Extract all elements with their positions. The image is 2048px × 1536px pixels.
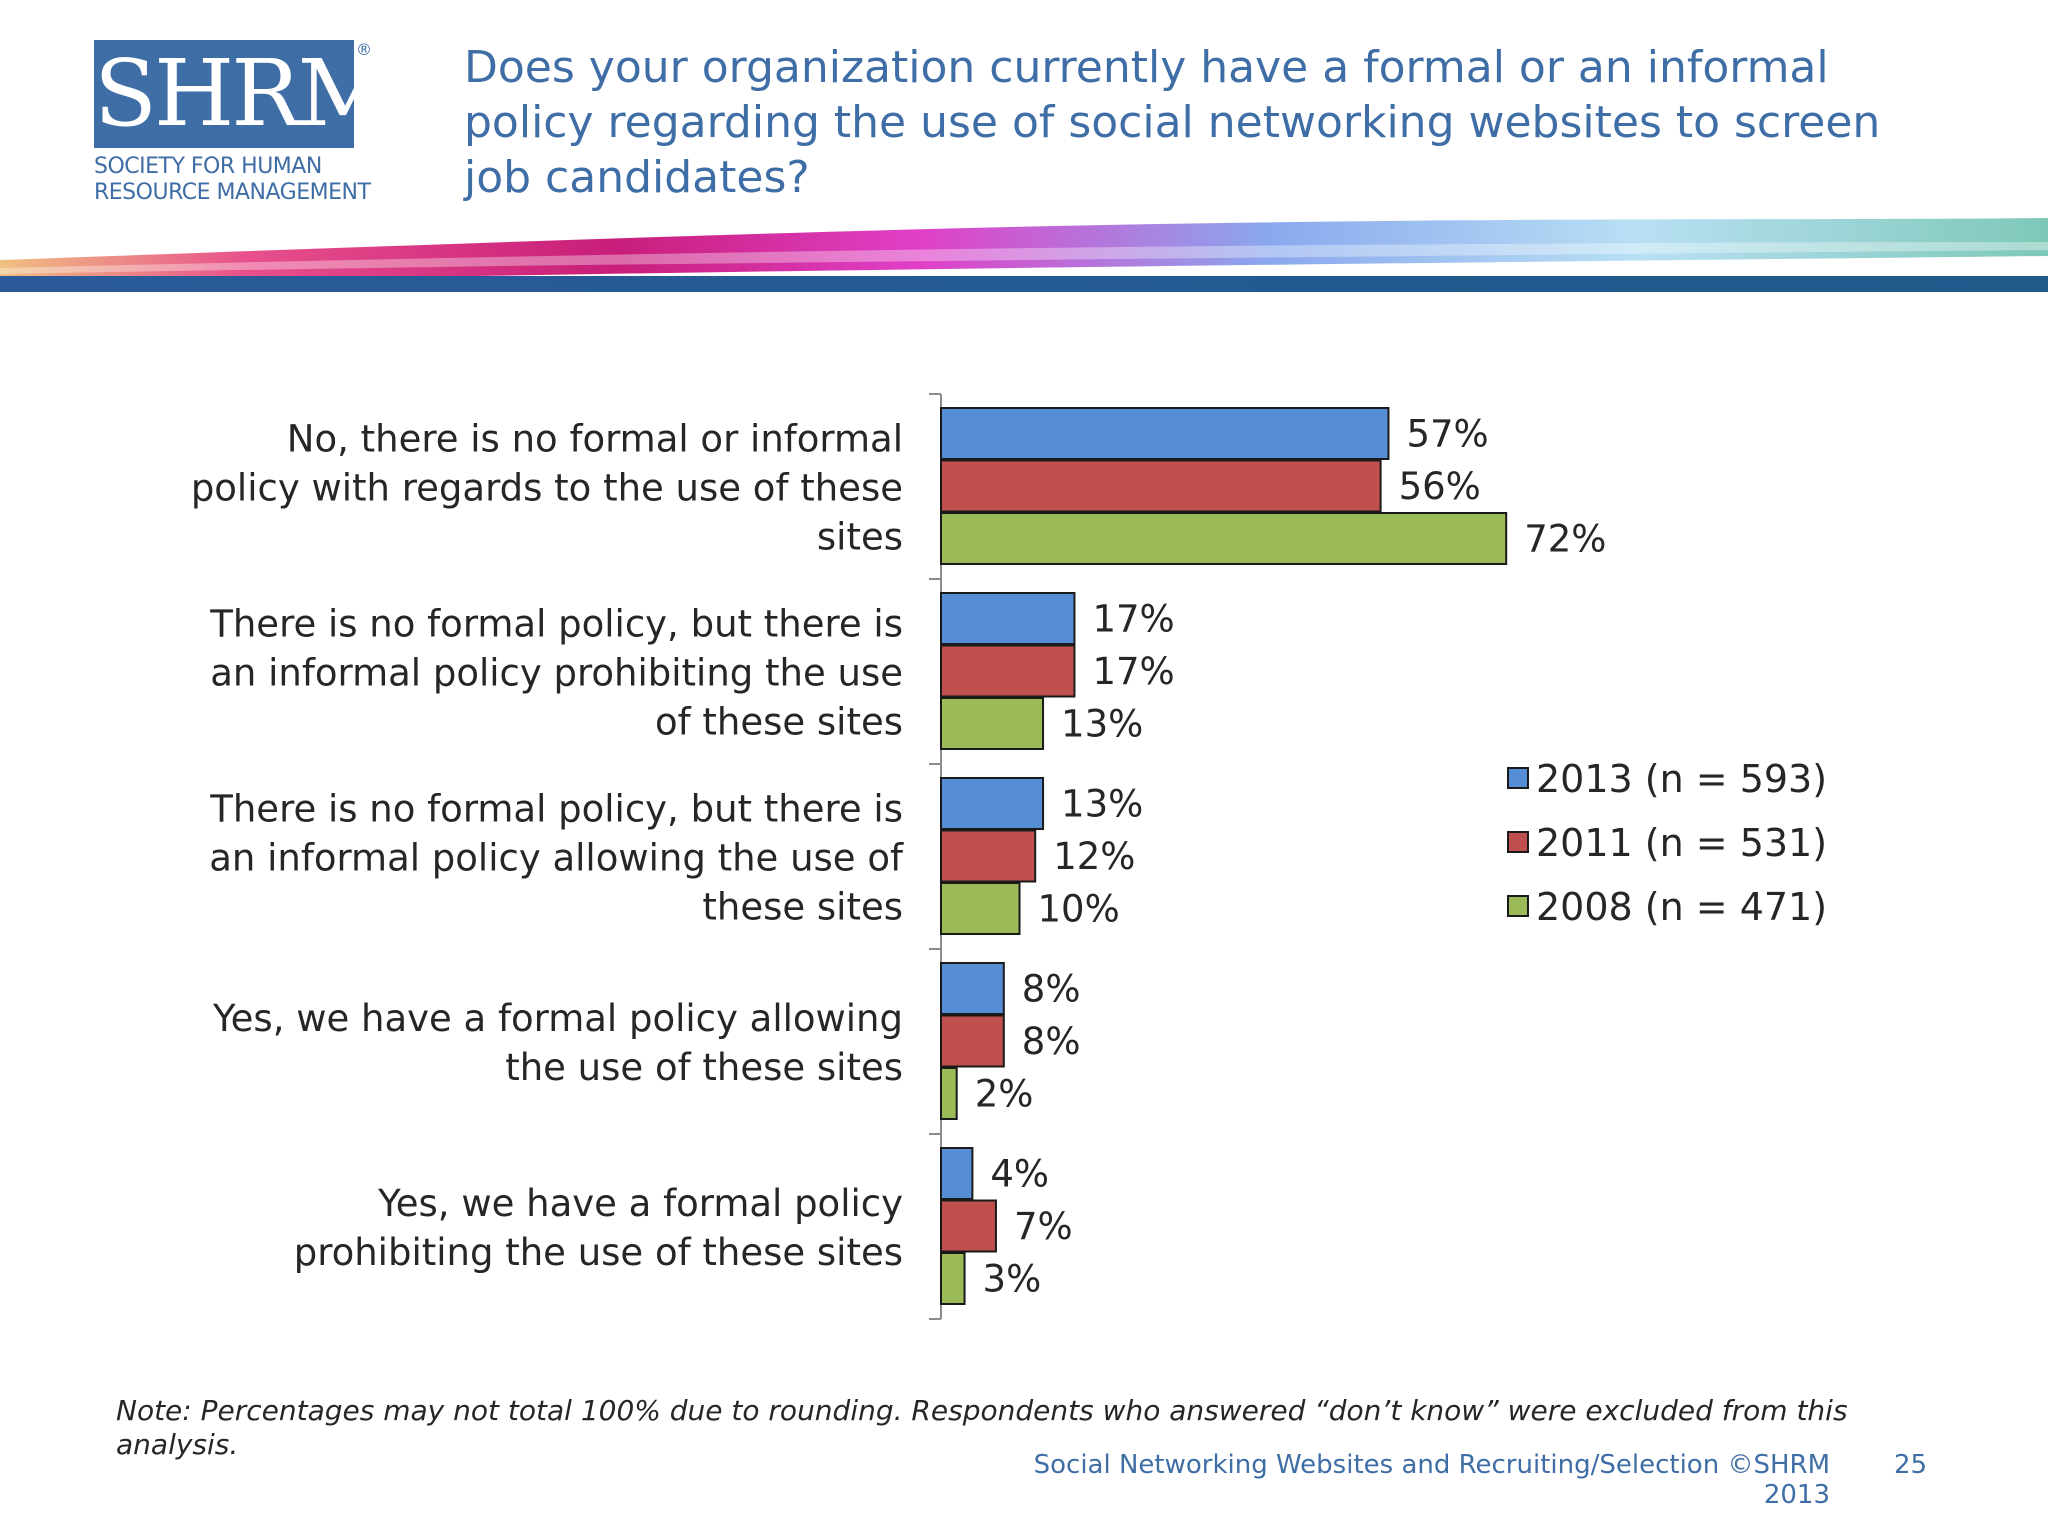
bar: [940, 697, 1045, 750]
bar: [940, 592, 1076, 645]
chart-bars: [940, 407, 1508, 1305]
data-label: 56%: [1399, 465, 1481, 508]
bar: [940, 407, 1390, 460]
logo-subtitle-line1: SOCIETY FOR HUMAN: [94, 154, 322, 179]
bar: [940, 1147, 974, 1200]
data-label: 2%: [975, 1073, 1034, 1116]
category-label: sites: [817, 516, 903, 559]
data-label: 3%: [983, 1258, 1042, 1301]
footnote: Note: Percentages may not total 100% due…: [116, 1394, 1848, 1461]
chart-category-labels: No, there is no formal or informal policy…: [191, 418, 904, 1275]
category-label: Yes, we have a formal policy: [377, 1182, 903, 1225]
data-label: 10%: [1038, 888, 1120, 931]
data-label: 7%: [1014, 1205, 1073, 1248]
category-label: the use of these sites: [505, 1046, 903, 1089]
data-label: 17%: [1092, 650, 1174, 693]
bar: [940, 829, 1037, 883]
bar: [940, 644, 1076, 698]
chart-axis: [929, 393, 942, 1320]
category-label: There is no formal policy, but there is: [209, 603, 903, 646]
bar: [940, 1067, 958, 1120]
category-label: prohibiting the use of these sites: [294, 1231, 903, 1274]
shrm-logo: SHRM ® SOCIETY FOR HUMAN RESOURCE MANAGE…: [94, 40, 392, 210]
legend-swatch: [1507, 831, 1529, 853]
slide-title: Does your organization currently have a …: [464, 42, 1881, 203]
category-label: of these sites: [655, 701, 903, 744]
category-label: an informal policy prohibiting the use: [210, 652, 903, 695]
category-label: There is no formal policy, but there is: [209, 788, 903, 831]
bar: [940, 1014, 1005, 1068]
page-number: 25: [1894, 1450, 1928, 1480]
bar-chart: No, there is no formal or informal policy…: [191, 393, 1827, 1320]
bar: [940, 459, 1382, 513]
legend-entry: 2013 (n = 593): [1536, 757, 1827, 801]
decorative-swoosh-banner: [0, 218, 2048, 292]
data-label: 72%: [1524, 518, 1606, 561]
data-label: 12%: [1053, 835, 1135, 878]
data-label: 8%: [1022, 1020, 1081, 1063]
data-label: 8%: [1022, 968, 1081, 1011]
category-label: these sites: [702, 886, 903, 929]
data-label: 13%: [1061, 703, 1143, 746]
bar: [940, 512, 1508, 565]
data-label: 57%: [1406, 413, 1488, 456]
chart-value-labels: 57% 56% 72% 17% 17% 13% 13% 12% 10% 8% 8% 2% 4% 7% 3%: [975, 413, 1607, 1301]
category-label: Yes, we have a formal policy allowing: [212, 997, 903, 1040]
registered-mark: ®: [356, 40, 372, 59]
data-label: 17%: [1092, 598, 1174, 641]
legend-entry: 2011 (n = 531): [1536, 821, 1827, 865]
logo-mark: SHRM: [94, 40, 392, 148]
legend-swatch: [1507, 767, 1529, 789]
legend-entry: 2008 (n = 471): [1536, 885, 1827, 929]
footer-text: Social Networking Websites and Recruitin…: [1033, 1450, 1830, 1510]
logo-subtitle: SOCIETY FOR HUMAN RESOURCE MANAGEMENT: [94, 154, 384, 206]
bar: [940, 962, 1005, 1015]
category-label: an informal policy allowing the use of: [209, 837, 904, 880]
bar: [940, 777, 1045, 830]
chart-legend: 2013 (n = 593) 2011 (n = 531) 2008 (n = 47…: [1507, 757, 1827, 929]
bar: [940, 1199, 997, 1253]
bar: [940, 882, 1021, 935]
category-label: policy with regards to the use of these: [191, 467, 903, 510]
data-label: 13%: [1061, 783, 1143, 826]
category-label: No, there is no formal or informal: [287, 418, 903, 461]
legend-swatch: [1507, 895, 1529, 917]
data-label: 4%: [990, 1153, 1049, 1196]
bar: [940, 1252, 966, 1305]
logo-subtitle-line2: RESOURCE MANAGEMENT: [94, 180, 371, 205]
